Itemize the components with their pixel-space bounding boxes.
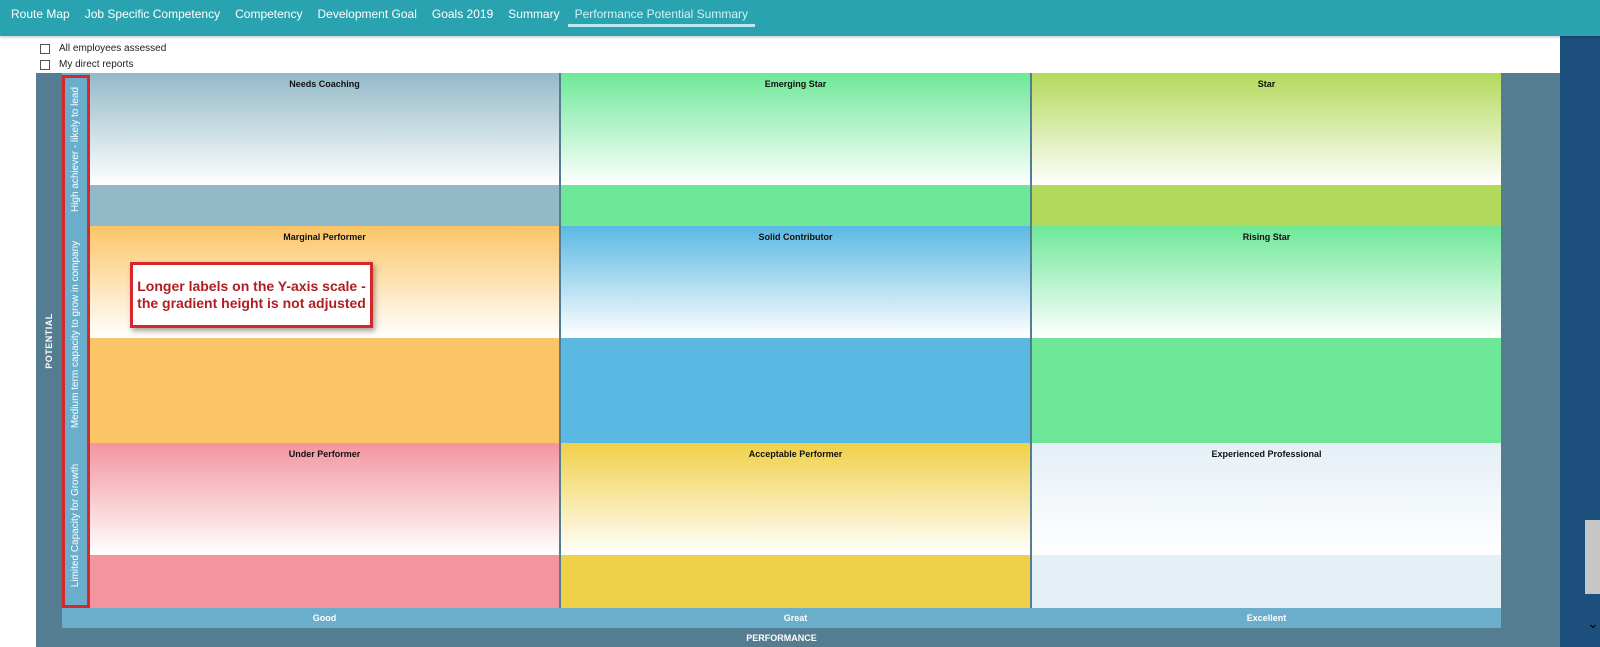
cell-gradient	[1032, 443, 1501, 555]
annotation-callout: Longer labels on the Y-axis scale - the …	[130, 262, 373, 328]
cell-title: Star	[1257, 79, 1276, 89]
x-axis-labels: Good Great Excellent	[62, 608, 1501, 628]
performance-axis-title: PERFORMANCE	[746, 633, 817, 643]
scrollbar-thumb[interactable]	[1585, 520, 1600, 594]
cell-rising-star[interactable]: Rising Star	[1032, 226, 1501, 443]
cell-band	[90, 555, 559, 608]
cell-gradient	[90, 73, 559, 185]
cell-band	[1032, 338, 1501, 443]
cell-solid-contributor[interactable]: Solid Contributor	[561, 226, 1030, 443]
cell-gradient	[561, 226, 1030, 338]
cell-band	[561, 555, 1030, 608]
y-axis-labels: High achiever - likely to lead Medium te…	[62, 73, 90, 608]
scroll-down-icon[interactable]: ⌄	[1587, 615, 1599, 631]
cell-star[interactable]: Star	[1032, 73, 1501, 226]
potential-axis-title-text: POTENTIAL	[44, 312, 54, 369]
cell-band	[1032, 185, 1501, 226]
cell-experienced-professional[interactable]: Experienced Professional	[1032, 443, 1501, 608]
all-employees-label: All employees assessed	[59, 43, 167, 54]
tab-job-specific-competency[interactable]: Job Specific Competency	[84, 7, 221, 21]
cell-acceptable-performer[interactable]: Acceptable Performer	[561, 443, 1030, 608]
cell-gradient	[90, 443, 559, 555]
tab-performance-potential-summary[interactable]: Performance Potential Summary	[567, 0, 756, 27]
cell-needs-coaching[interactable]: Needs Coaching	[90, 73, 559, 226]
x-label-great: Great	[783, 613, 808, 623]
cell-title: Experienced Professional	[1211, 449, 1322, 459]
potential-axis-title: POTENTIAL	[36, 73, 62, 608]
cell-marginal-performer[interactable]: Marginal Performer	[90, 226, 559, 443]
tab-summary[interactable]: Summary	[508, 7, 560, 21]
cell-gradient	[561, 443, 1030, 555]
top-navigation: Route Map Job Specific Competency Compet…	[0, 0, 1600, 36]
cell-title: Solid Contributor	[758, 232, 833, 242]
tab-development-goal[interactable]: Development Goal	[317, 7, 417, 21]
cell-title: Needs Coaching	[289, 79, 360, 89]
x-label-excellent: Excellent	[1246, 613, 1287, 623]
x-label-good: Good	[312, 613, 337, 623]
cell-emerging-star[interactable]: Emerging Star	[561, 73, 1030, 226]
callout-line-1: Longer labels on the Y-axis scale -	[137, 278, 366, 294]
cell-under-performer[interactable]: Under Performer	[90, 443, 559, 608]
filter-direct-reports[interactable]: My direct reports	[40, 59, 133, 70]
cell-band	[561, 185, 1030, 226]
all-employees-checkbox[interactable]	[40, 43, 50, 54]
filter-all-employees[interactable]: All employees assessed	[40, 43, 166, 54]
tab-goals-2019[interactable]: Goals 2019	[431, 7, 494, 21]
tab-competency[interactable]: Competency	[235, 7, 303, 21]
cell-title: Emerging Star	[764, 79, 827, 89]
cell-band	[561, 338, 1030, 443]
cell-band	[90, 338, 559, 443]
cell-title: Under Performer	[288, 449, 361, 459]
direct-reports-checkbox[interactable]	[40, 59, 50, 70]
cell-gradient	[1032, 73, 1501, 185]
cell-title: Marginal Performer	[283, 232, 366, 242]
direct-reports-label: My direct reports	[59, 59, 134, 70]
cell-title: Acceptable Performer	[748, 449, 843, 459]
cell-title: Rising Star	[1242, 232, 1291, 242]
cell-band	[1032, 555, 1501, 608]
cell-band	[90, 185, 559, 226]
cell-gradient	[561, 73, 1030, 185]
y-axis-highlight-outline	[62, 75, 90, 608]
tab-route-map[interactable]: Route Map	[11, 7, 70, 21]
cell-gradient	[1032, 226, 1501, 338]
callout-line-2: the gradient height is not adjusted	[137, 295, 366, 311]
